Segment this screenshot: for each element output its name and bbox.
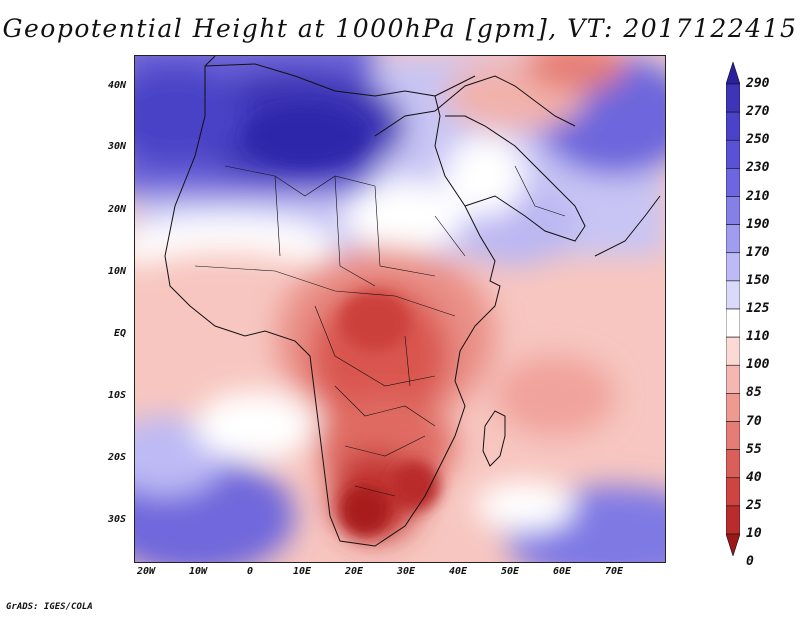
colorbar-swatch xyxy=(726,364,740,394)
lat-label: 10S xyxy=(107,390,126,401)
lat-label: 20S xyxy=(107,452,126,463)
lat-label: 30S xyxy=(107,514,126,525)
colorbar-tick-label: 110 xyxy=(746,329,770,345)
colorbar-tick-label: 270 xyxy=(746,104,770,120)
colorbar-tick-label: 250 xyxy=(746,132,770,148)
colorbar-swatch xyxy=(726,308,740,338)
colorbar-swatch xyxy=(726,252,740,282)
colorbar xyxy=(726,62,740,556)
lon-label: 20E xyxy=(344,566,364,577)
lon-label: 10E xyxy=(292,566,312,577)
geopotential-field-map xyxy=(135,56,665,562)
lat-label: 40N xyxy=(107,80,126,91)
colorbar-tick-label: 85 xyxy=(746,385,762,401)
colorbar-tick-label: 25 xyxy=(746,497,762,513)
colorbar-swatch xyxy=(726,139,740,169)
colorbar-tick-label: 100 xyxy=(746,357,770,373)
colorbar-tick-label: 125 xyxy=(746,301,770,316)
colorbar-tick-label: 230 xyxy=(746,160,770,176)
map-panel xyxy=(134,55,666,563)
colorbar-swatch xyxy=(726,421,740,450)
lon-label: 50E xyxy=(500,566,520,577)
lat-label: 10N xyxy=(107,266,126,277)
colorbar-swatch xyxy=(726,168,740,197)
colorbar-tick-label: 190 xyxy=(746,216,770,232)
colorbar-tick-label: 290 xyxy=(746,76,770,91)
colorbar-tick-label: 70 xyxy=(746,413,762,429)
plot-title: Geopotential Height at 1000hPa [gpm], VT… xyxy=(2,14,798,43)
lon-label: 20W xyxy=(136,566,156,577)
coastlines xyxy=(164,56,661,547)
height-field-detail xyxy=(245,106,440,536)
colorbar-swatch xyxy=(726,280,740,310)
colorbar-swatch xyxy=(726,83,740,113)
colorbar-swatch xyxy=(726,336,740,366)
colorbar-tick-label: 150 xyxy=(746,272,770,288)
lat-label: 30N xyxy=(107,141,126,152)
colorbar-tick-label: 170 xyxy=(746,244,770,260)
colorbar-tick-label: 55 xyxy=(746,441,762,457)
colorbar-tick-label: 210 xyxy=(746,188,770,204)
colorbar-tick-label: 40 xyxy=(746,469,762,485)
height-field-shading xyxy=(135,56,665,562)
colorbar-tick-label: 0 xyxy=(746,554,754,570)
lat-label: EQ xyxy=(113,328,126,339)
colorbar-swatch xyxy=(726,111,740,141)
colorbar-swatch xyxy=(726,224,740,254)
colorbar-bottom-arrow xyxy=(726,533,740,556)
colorbar-swatch xyxy=(726,196,740,225)
lon-label: 60E xyxy=(552,566,572,577)
colorbar-top-arrow xyxy=(726,62,740,85)
colorbar-swatch xyxy=(726,505,740,535)
lon-label: 0 xyxy=(246,566,254,577)
lon-label: 10W xyxy=(188,566,208,577)
colorbar-swatch xyxy=(726,449,740,479)
colorbar-tick-label: 10 xyxy=(746,526,762,541)
lat-label: 20N xyxy=(107,204,126,215)
lon-label: 40E xyxy=(448,566,468,577)
colorbar-swatch xyxy=(726,477,740,507)
colorbar-swatch xyxy=(726,393,740,422)
country-borders xyxy=(194,165,566,497)
lon-label: 70E xyxy=(604,566,624,577)
lon-label: 30E xyxy=(396,566,416,577)
footer-credit: GrADS: IGES/COLA xyxy=(6,602,93,612)
